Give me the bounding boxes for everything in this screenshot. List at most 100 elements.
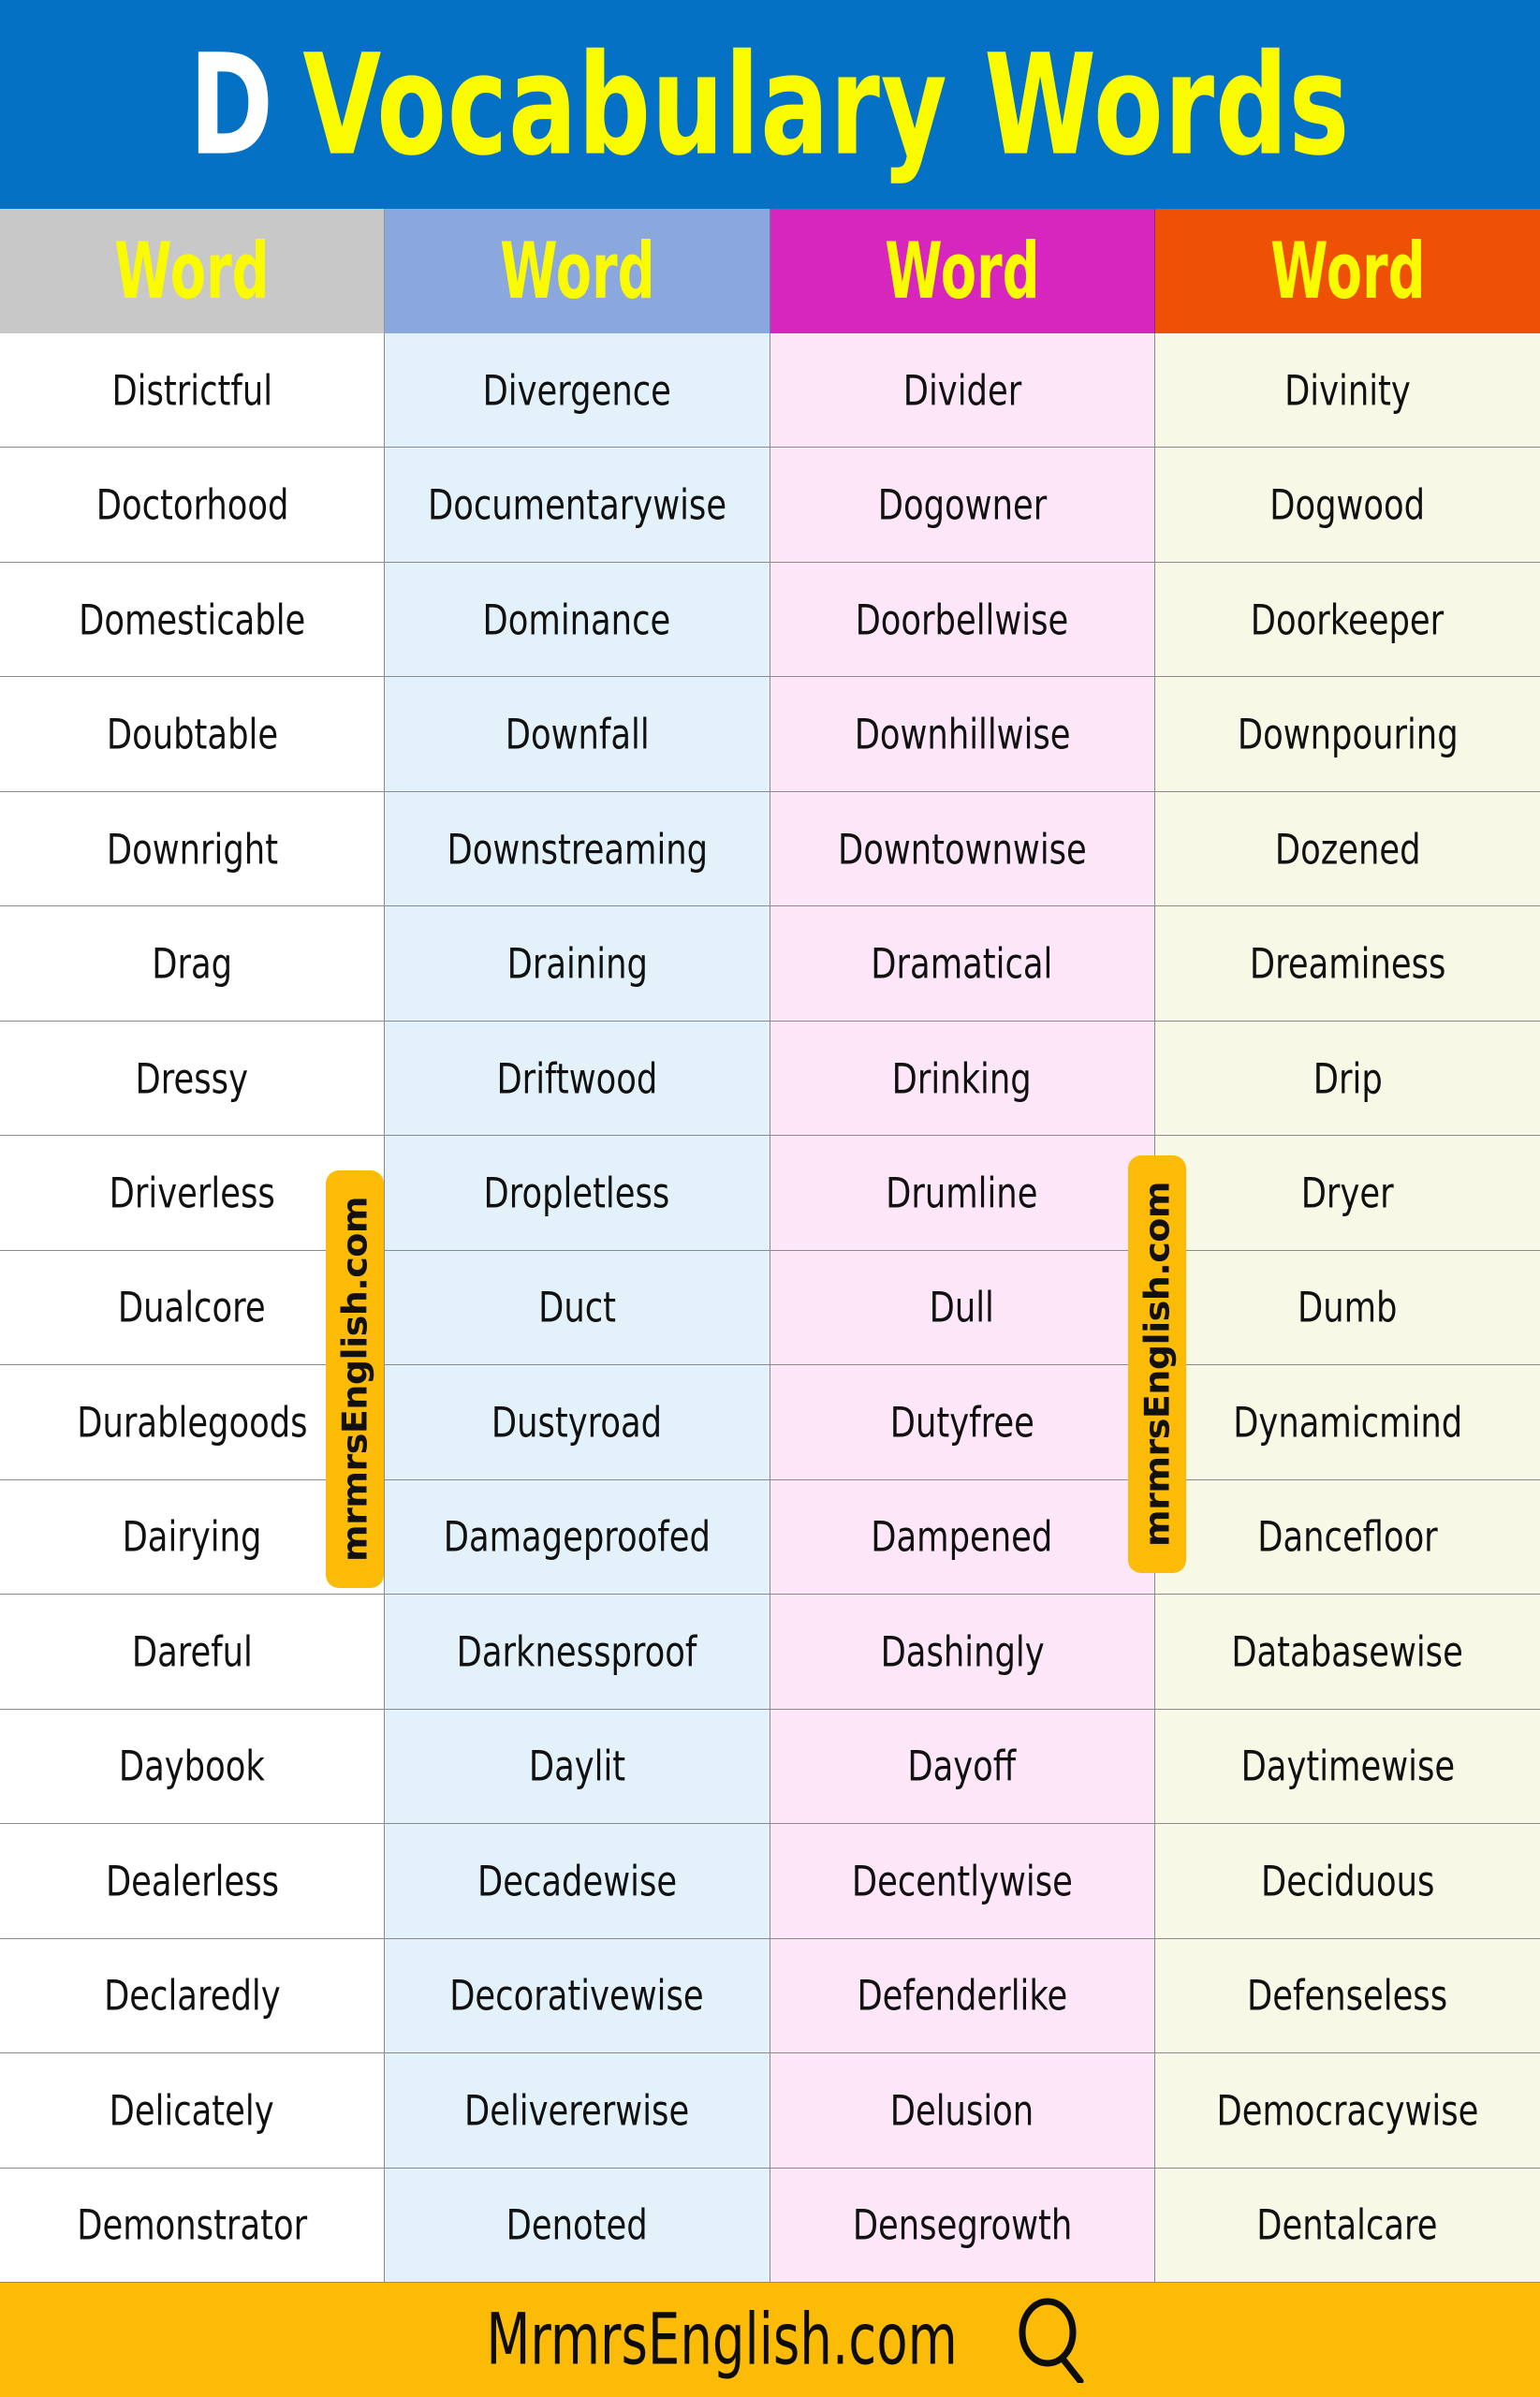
word-cell: Dareful (0, 1595, 386, 1709)
word-label: Drag (152, 939, 233, 989)
word-label: Dayoff (907, 1742, 1017, 1791)
table-row: Dressy Driftwood Drinking Drip (0, 1021, 1540, 1137)
word-cell: Dumb (1154, 1250, 1540, 1365)
table-row: Declaredly Decorativewise Defenderlike Defe… (0, 1938, 1540, 2054)
word-cell: Dryer (1154, 1136, 1540, 1250)
word-cell: Downright (0, 791, 386, 906)
word-cell: Dutyfree (770, 1365, 1155, 1479)
word-label: Daybook (119, 1742, 266, 1791)
word-label: Downright (106, 824, 278, 874)
word-label: Decentlywise (851, 1856, 1073, 1905)
table-row: Dairying Damageproofed Dampened Dancefloor (0, 1479, 1540, 1596)
word-cell: Darknessproof (385, 1595, 770, 1709)
column-header-4: Word (1154, 209, 1540, 333)
word-cell: Durablegoods (0, 1365, 386, 1479)
word-label: Downtownwise (837, 824, 1087, 874)
word-cell: Downfall (385, 677, 770, 791)
word-cell: Drip (1154, 1021, 1540, 1136)
search-icon (1019, 2298, 1084, 2383)
word-label: Denoted (506, 2200, 648, 2250)
column-header-label: Word (114, 224, 270, 316)
table-row: Durablegoods Dustyroad Dutyfree Dynamicmind (0, 1365, 1540, 1480)
word-label: Defenderlike (857, 1971, 1068, 2021)
title-bar: D Vocabulary Words (0, 0, 1540, 209)
word-label: Doctorhood (95, 480, 288, 530)
word-label: Densegrowth (852, 2200, 1072, 2250)
word-label: Doorkeeper (1251, 595, 1445, 644)
word-cell: Downstreaming (385, 791, 770, 906)
word-label: Driftwood (496, 1053, 658, 1103)
word-cell: Doorbellwise (770, 562, 1155, 677)
word-label: Divider (902, 365, 1021, 415)
word-cell: Drinking (770, 1021, 1155, 1136)
word-label: Demonstrator (77, 2200, 308, 2250)
word-cell: Delusion (770, 2053, 1155, 2168)
word-label: Decadewise (477, 1856, 677, 1905)
word-label: Decorativewise (449, 1971, 705, 2021)
word-cell: Dogowner (770, 448, 1155, 562)
word-label: Dampened (871, 1512, 1053, 1562)
word-cell: Dressy (0, 1021, 386, 1136)
word-cell: Deciduous (1154, 1824, 1540, 1938)
word-label: Dramatical (871, 939, 1053, 989)
word-label: Documentarywise (427, 480, 726, 530)
word-label: Democracywise (1216, 2085, 1479, 2135)
word-label: Dozened (1274, 824, 1421, 874)
word-cell: Domesticable (0, 562, 386, 677)
word-label: Domesticable (79, 595, 306, 644)
word-cell: Decadewise (385, 1824, 770, 1938)
word-label: Dumb (1298, 1283, 1398, 1332)
column-header-label: Word (884, 224, 1040, 316)
word-cell: Decentlywise (770, 1824, 1155, 1938)
word-label: Declaredly (103, 1971, 281, 2021)
table-row: Doctorhood Documentarywise Dogowner Dogwood (0, 448, 1540, 563)
word-label: Delusion (889, 2085, 1034, 2135)
word-label: Dareful (131, 1626, 253, 1676)
word-cell: Democracywise (1154, 2053, 1540, 2168)
word-label: Draining (506, 939, 648, 989)
word-label: Dull (929, 1283, 995, 1332)
column-header-2: Word (385, 209, 770, 333)
word-cell: Dentalcare (1154, 2168, 1540, 2282)
word-cell: Drumline (770, 1136, 1155, 1250)
word-label: Divergence (482, 365, 672, 415)
word-cell: Dreaminess (1154, 906, 1540, 1021)
table-row: Drag Draining Dramatical Dreaminess (0, 906, 1540, 1022)
word-cell: Drag (0, 906, 386, 1021)
word-label: Dutyfree (889, 1397, 1034, 1447)
word-cell: Dramatical (770, 906, 1155, 1021)
word-label: Defenseless (1247, 1971, 1448, 2021)
word-cell: Draining (385, 906, 770, 1021)
word-label: Dogowner (877, 480, 1047, 530)
word-label: Delicately (110, 2085, 275, 2135)
word-cell: Dozened (1154, 791, 1540, 906)
word-label: Dairying (122, 1512, 262, 1562)
word-label: Doorbellwise (855, 595, 1069, 644)
word-cell: Dustyroad (385, 1365, 770, 1479)
column-header-label: Word (1269, 224, 1426, 316)
word-label: Damageproofed (443, 1512, 711, 1562)
word-cell: Damageproofed (385, 1479, 770, 1595)
table-row: Dareful Darknessproof Dashingly Databasewis… (0, 1595, 1540, 1710)
word-cell: Doorkeeper (1154, 562, 1540, 677)
word-label: Drip (1313, 1053, 1383, 1103)
word-cell: Documentarywise (385, 448, 770, 562)
table-row: Dealerless Decadewise Decentlywise Deciduou… (0, 1824, 1540, 1939)
word-label: Downhillwise (854, 710, 1071, 759)
word-label: Delivererwise (464, 2085, 690, 2135)
word-cell: Delivererwise (385, 2053, 770, 2168)
word-label: Driverless (109, 1169, 275, 1217)
word-cell: Downpouring (1154, 677, 1540, 791)
word-cell: Dancefloor (1154, 1479, 1540, 1595)
word-label: Durablegoods (76, 1397, 308, 1447)
word-label: Dryer (1300, 1169, 1394, 1217)
word-label: Dealerless (105, 1856, 279, 1905)
word-cell: Daybook (0, 1709, 386, 1824)
word-label: Districtful (111, 365, 272, 415)
word-cell: Downtownwise (770, 791, 1155, 906)
word-cell: Dogwood (1154, 448, 1540, 562)
watermark-badge-left: mrmrsEnglish.com (326, 1170, 384, 1588)
word-label: Dynamicmind (1232, 1397, 1462, 1447)
word-label: Dualcore (118, 1283, 266, 1332)
